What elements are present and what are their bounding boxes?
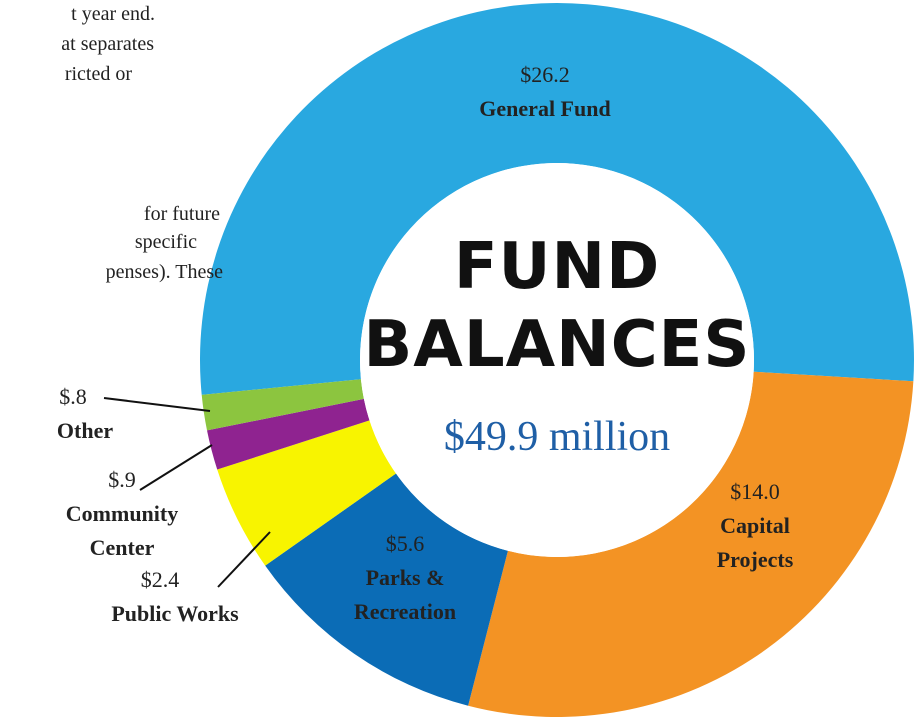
value-label: $14.0 <box>730 479 780 504</box>
intro-text: ricted or <box>64 63 132 85</box>
category-label: Community Center <box>65 501 179 561</box>
donut-slice <box>468 371 914 718</box>
donut-hole <box>360 163 754 557</box>
center-title: FUND BALANCES <box>363 230 751 383</box>
slice-label: $14.0 Capital Projects <box>717 475 794 577</box>
slice-label: $.9 Community Center <box>66 463 178 565</box>
intro-text: for future <box>143 203 220 225</box>
donut-slice <box>201 379 364 431</box>
value-label: $5.6 <box>385 531 425 556</box>
leader-line <box>217 531 271 588</box>
category-label: Parks & Recreation <box>353 565 457 625</box>
intro-text: at separates <box>61 33 154 55</box>
leader-line <box>139 444 213 491</box>
donut-slice <box>265 473 508 706</box>
leader-line <box>103 397 211 412</box>
value-label: $.9 <box>108 467 136 492</box>
intro-text: t year end. <box>71 3 155 25</box>
category-label: Capital Projects <box>716 513 794 573</box>
slice-label: $.8 Other <box>57 380 113 448</box>
center-total: $49.9 million <box>443 414 671 460</box>
value-label: $.8 <box>59 384 87 409</box>
intro-text: specific <box>134 231 197 253</box>
category-label: General Fund <box>479 96 611 122</box>
slice-label: $26.2 General Fund <box>479 58 610 126</box>
slice-label: $5.6 Parks & Recreation <box>354 527 456 629</box>
intro-text: penses). These <box>105 261 223 283</box>
category-label: Other <box>56 418 114 444</box>
value-label: $2.4 <box>140 567 180 592</box>
value-label: $26.2 <box>520 62 570 87</box>
donut-slice <box>217 420 396 566</box>
slice-label: $2.4 Public Works <box>111 563 238 631</box>
category-label: Public Works <box>111 601 239 627</box>
donut-slice <box>207 398 370 470</box>
donut-slice <box>200 3 915 395</box>
